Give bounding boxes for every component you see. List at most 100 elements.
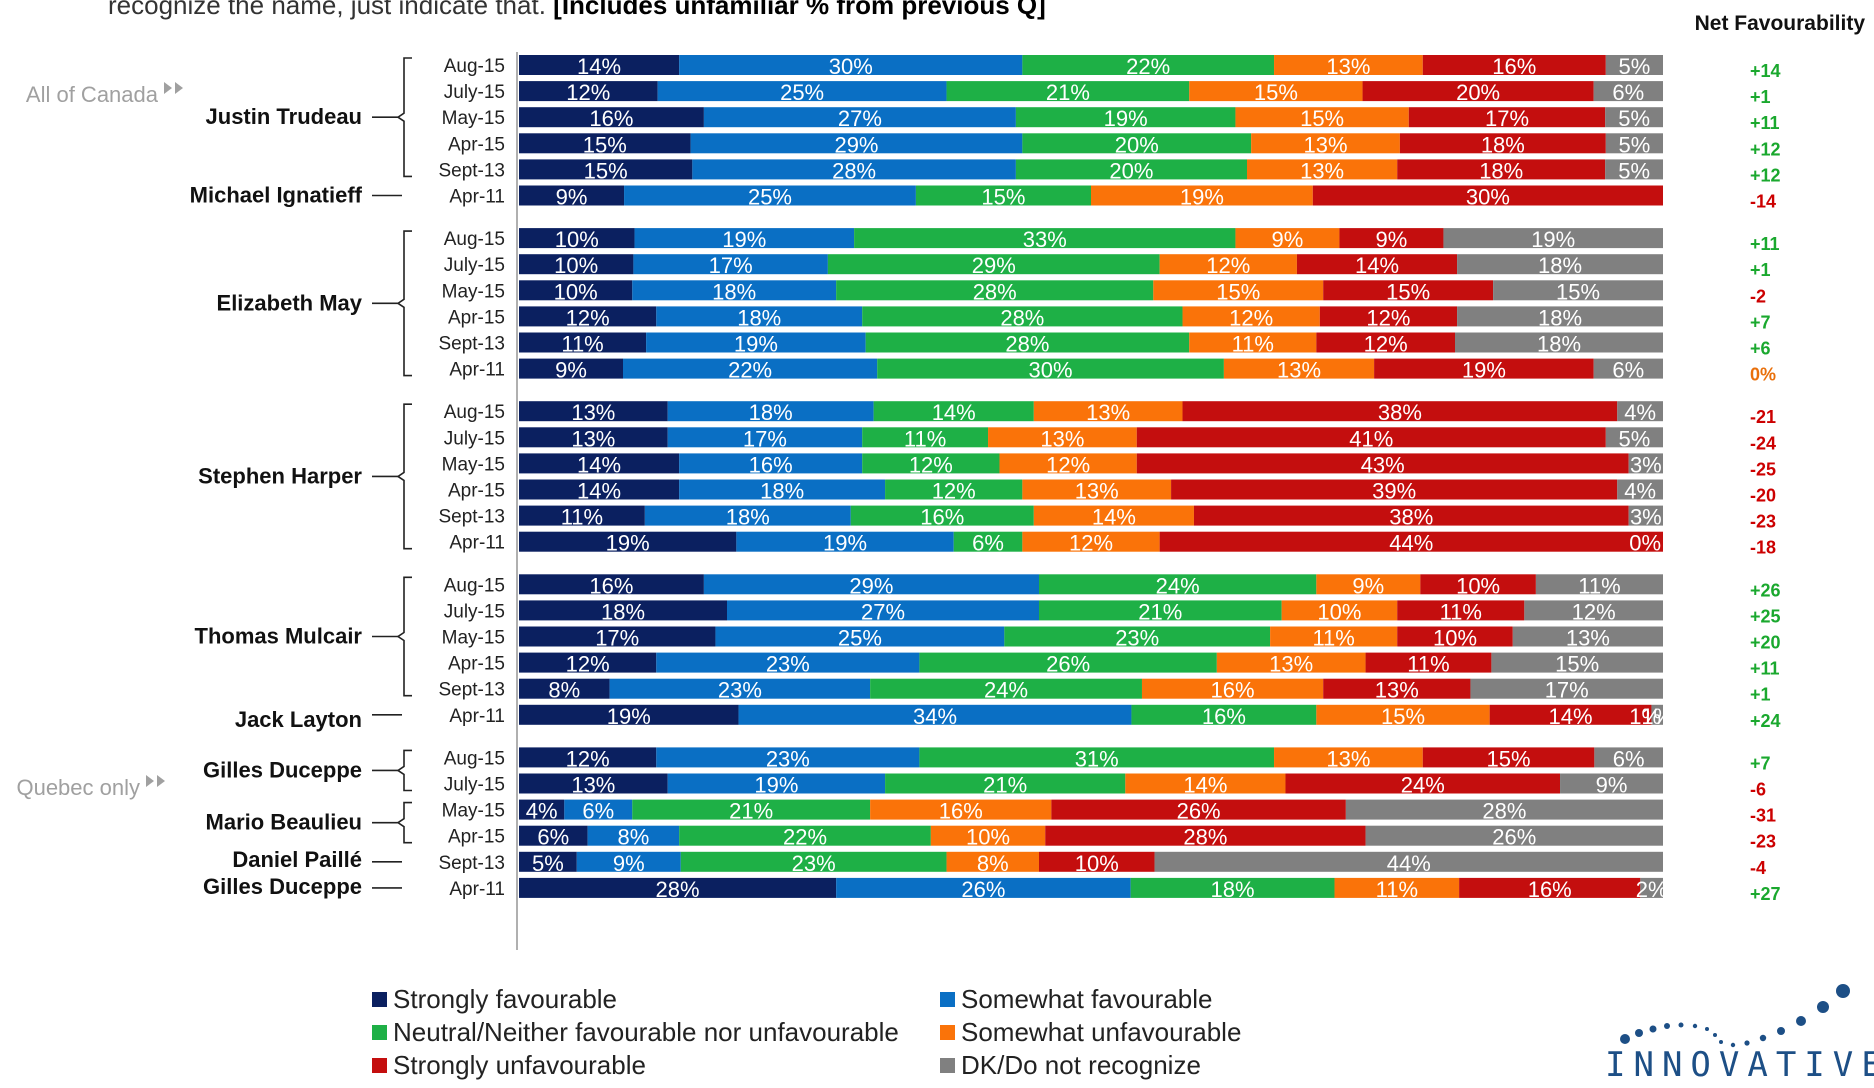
bar-segment [946, 81, 1190, 102]
bar-segment [1457, 254, 1663, 275]
date-tick-label: May-15 [442, 454, 505, 475]
date-tick-label: Sept-13 [438, 334, 505, 355]
net-favourability-value: +11 [1750, 659, 1780, 679]
net-favourability-value: +1 [1750, 685, 1771, 705]
date-tick-label: Apr-11 [449, 533, 505, 554]
bar-segment [519, 626, 716, 647]
bar-segment [1334, 877, 1460, 898]
bar-segment [1223, 358, 1375, 379]
bar-segment [885, 479, 1023, 500]
bar-segment [1136, 427, 1606, 448]
data-label: 6% [537, 825, 569, 850]
data-label: 26% [1046, 652, 1090, 677]
data-label: 6% [972, 531, 1004, 556]
bar-segment [679, 453, 863, 474]
legend-label: Somewhat favourable [961, 984, 1213, 1014]
data-label: 8% [977, 851, 1009, 876]
data-label: 12% [566, 80, 610, 105]
data-label: 44% [1387, 851, 1431, 876]
data-label: 18% [726, 505, 770, 530]
data-label: 15% [1555, 652, 1599, 677]
data-label: 15% [1254, 80, 1298, 105]
data-label: 9% [1596, 773, 1628, 798]
chart-note: recognize the name, just indicate that. … [108, 0, 1046, 21]
data-label: 11% [1312, 626, 1354, 651]
data-label: 14% [577, 479, 621, 504]
bar-segment [1605, 107, 1663, 128]
date-tick-label: Aug-15 [444, 56, 505, 77]
politician-name: Justin Trudeau [206, 104, 362, 129]
data-label: 5% [1619, 132, 1651, 157]
net-favourability-value: -14 [1750, 192, 1776, 212]
data-label: 18% [1538, 305, 1582, 330]
data-label: 11% [904, 426, 946, 451]
data-label: 17% [743, 426, 787, 451]
bar-segment [870, 799, 1052, 820]
legend-item-neutral: Neutral/Neither favourable nor unfavoura… [372, 1017, 899, 1048]
bar-segment [680, 851, 947, 872]
net-favourability-value: +11 [1750, 234, 1780, 254]
bar-segment [1316, 332, 1455, 353]
data-label: 16% [1202, 704, 1246, 729]
play-arrows-icon [146, 775, 165, 787]
bar-segment [1397, 159, 1606, 180]
bar-segment [1015, 159, 1247, 180]
data-label: 13% [571, 400, 615, 425]
data-label: 16% [1528, 877, 1572, 902]
net-favourability-value: 0% [1750, 365, 1776, 385]
bar-segment [519, 254, 634, 275]
logo-dots-icon [1620, 984, 1850, 1048]
bar-segment [1457, 306, 1663, 327]
data-label: 19% [734, 332, 778, 357]
bar-segment [1159, 254, 1297, 275]
data-label: 30% [1029, 358, 1073, 383]
bar-segment [519, 107, 704, 128]
bar-segment [519, 825, 588, 846]
data-label: 12% [1229, 305, 1273, 330]
bar-segment [692, 159, 1016, 180]
data-label: 28% [973, 279, 1017, 304]
data-label: 11% [1440, 599, 1482, 624]
bar-segment [1182, 306, 1320, 327]
data-label: 11% [1232, 332, 1274, 357]
bar-segment [1274, 55, 1423, 75]
politician-name: Daniel Paillé [232, 847, 362, 872]
bar-segment [1455, 332, 1663, 353]
data-label: 19% [754, 773, 798, 798]
date-tick-label: May-15 [442, 801, 505, 822]
bar-segment [656, 747, 920, 768]
data-label: 18% [737, 305, 781, 330]
net-favourability-value: +26 [1750, 580, 1781, 600]
bar-segment [656, 652, 920, 673]
bar-segment [519, 358, 623, 379]
data-label: 28% [1183, 825, 1227, 850]
data-label: 11% [561, 332, 603, 357]
data-label: 27% [861, 599, 905, 624]
data-label: 13% [1300, 158, 1344, 183]
data-label: 28% [656, 877, 700, 902]
data-label: 13% [1566, 626, 1610, 651]
data-label: 10% [1075, 851, 1119, 876]
data-label: 6% [582, 799, 614, 824]
data-label: 13% [571, 426, 615, 451]
date-tick-label: July-15 [444, 428, 505, 449]
data-label: 12% [932, 479, 976, 504]
data-label: 13% [1040, 426, 1084, 451]
bar-segment [1422, 747, 1595, 768]
data-label: 26% [961, 877, 1005, 902]
bar-segment [632, 799, 871, 820]
group-bracket [396, 576, 412, 697]
bar-segment [1605, 133, 1663, 154]
data-label: 19% [722, 227, 766, 252]
bar-segment [1274, 747, 1423, 768]
data-label: 4% [1624, 479, 1656, 504]
bar-segment [862, 306, 1183, 327]
data-label: 15% [583, 132, 627, 157]
net-favourability-value: -31 [1750, 806, 1776, 826]
bar-segment [1022, 133, 1252, 154]
data-label: 5% [1618, 158, 1650, 183]
data-label: 16% [589, 106, 633, 131]
bar-segment [862, 453, 1000, 474]
bar-segment [1131, 704, 1317, 725]
data-label: 13% [1326, 746, 1370, 771]
